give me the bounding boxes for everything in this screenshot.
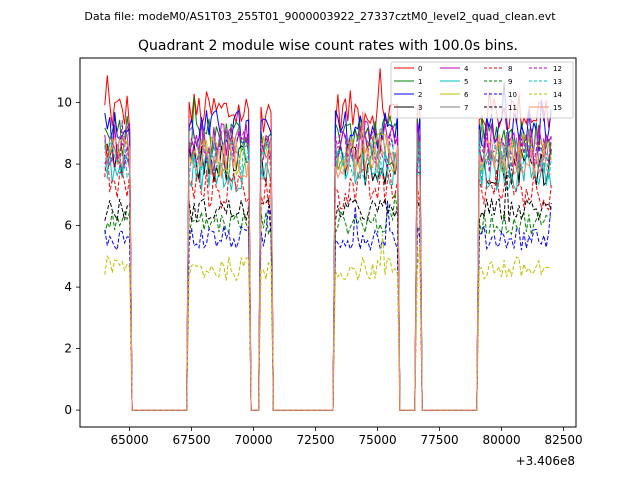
legend-label-11: 11 [508,104,517,112]
x-axis: 65000 67500 70000 72500 75000 77500 80000 82500 [111,427,583,447]
legend-label-14: 14 [553,91,562,99]
header-text: Data file: modeM0/AS1T03_255T01_90000039… [84,10,556,23]
y-tick-label: 0 [64,403,72,417]
plot-area: 65000 67500 70000 72500 75000 77500 80000 82500… [57,57,583,447]
y-axis: 0 2 4 6 8 10 [57,96,80,417]
legend-label-0: 0 [418,65,422,73]
legend-label-3: 3 [418,104,422,112]
legend-label-4: 4 [464,65,469,73]
legend-box [390,61,574,119]
axes-background [80,58,576,427]
legend-label-5: 5 [464,78,468,86]
x-tick-label: 77500 [421,433,459,447]
legend-label-7: 7 [464,104,468,112]
x-tick-label: 65000 [111,433,149,447]
y-tick-label: 6 [64,219,72,233]
chart-title: Quadrant 2 module wise count rates with … [138,38,518,54]
x-offset-label: +3.406e8 [516,454,575,468]
x-tick-label: 80000 [483,433,521,447]
axes-frame [79,57,577,428]
legend-label-10: 10 [508,91,517,99]
legend-label-1: 1 [418,78,422,86]
x-tick-label: 70000 [235,433,273,447]
x-tick-label: 75000 [359,433,397,447]
y-tick-label: 4 [64,280,72,294]
x-tick-label: 82500 [545,433,583,447]
legend-label-12: 12 [553,65,562,73]
series-line-15 [104,111,552,411]
y-tick-label: 8 [64,157,72,171]
legend-label-2: 2 [418,91,422,99]
legend-label-13: 13 [553,78,562,86]
legend-label-8: 8 [508,65,512,73]
legend-label-15: 15 [553,104,562,112]
series-layer [104,68,552,411]
y-tick-label: 10 [57,96,72,110]
legend-label-9: 9 [508,78,512,86]
legend-label-6: 6 [464,91,469,99]
x-tick-label: 67500 [173,433,211,447]
x-tick-label: 72500 [297,433,335,447]
y-tick-label: 2 [64,342,72,356]
